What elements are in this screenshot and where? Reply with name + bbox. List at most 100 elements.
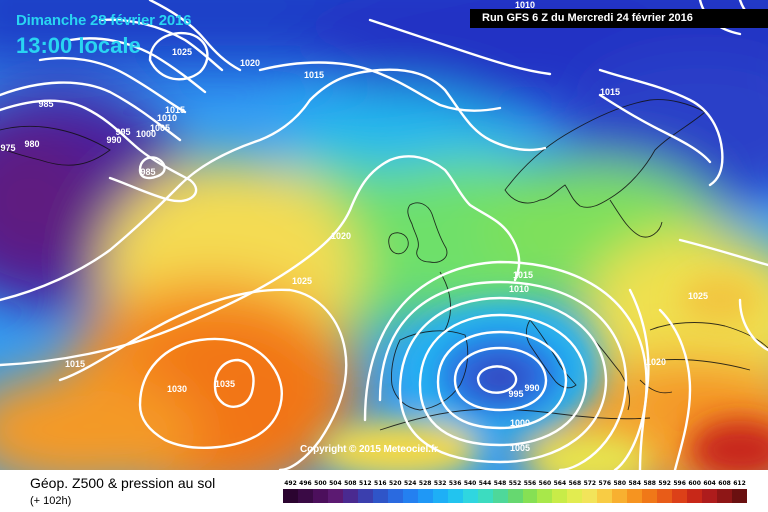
scale-label: 608 bbox=[718, 480, 731, 487]
scale-label: 596 bbox=[673, 480, 686, 487]
scale-swatch bbox=[612, 489, 628, 503]
scale-swatch bbox=[507, 489, 523, 503]
scale-label: 568 bbox=[568, 480, 582, 487]
scale-label: 576 bbox=[598, 480, 612, 487]
pressure-label: 1010 bbox=[509, 284, 529, 294]
pressure-label: 1015 bbox=[304, 70, 324, 80]
scale-label: 516 bbox=[374, 480, 387, 487]
color-scale-bar bbox=[283, 489, 748, 503]
scale-label: 512 bbox=[359, 480, 372, 487]
pressure-label: 1025 bbox=[292, 276, 312, 286]
scale-label: 564 bbox=[553, 480, 567, 487]
forecast-time: 13:00 locale bbox=[16, 33, 141, 58]
legend-subtitle: (+ 102h) bbox=[30, 495, 72, 507]
scale-swatch bbox=[627, 489, 643, 503]
scale-label: 524 bbox=[403, 480, 417, 487]
scale-swatch bbox=[642, 489, 658, 503]
scale-swatch bbox=[582, 489, 598, 503]
pressure-labels: 1025 1020 1015 985 975 980 995 990 1000 … bbox=[0, 0, 708, 453]
copyright-notice: Copyright © 2015 Meteociel.fr bbox=[300, 444, 438, 455]
scale-swatch bbox=[357, 489, 373, 503]
scale-swatch bbox=[312, 489, 328, 503]
pressure-label: 1015 bbox=[65, 359, 85, 369]
pressure-label: 1020 bbox=[240, 58, 260, 68]
scale-swatch bbox=[537, 489, 553, 503]
scale-swatch bbox=[657, 489, 673, 503]
pressure-label: 1035 bbox=[215, 379, 235, 389]
scale-label: 580 bbox=[613, 480, 627, 487]
scale-swatch bbox=[567, 489, 583, 503]
scale-label: 500 bbox=[314, 480, 327, 487]
scale-swatch bbox=[732, 489, 748, 503]
pressure-label: 1025 bbox=[172, 47, 192, 57]
scale-label: 572 bbox=[583, 480, 597, 487]
scale-label: 552 bbox=[508, 480, 522, 487]
scale-label: 508 bbox=[344, 480, 357, 487]
scale-swatch bbox=[702, 489, 718, 503]
pressure-label: 975 bbox=[0, 143, 15, 153]
scale-label: 600 bbox=[688, 480, 701, 487]
pressure-label: 1015 bbox=[600, 87, 620, 97]
scale-label: 540 bbox=[463, 480, 477, 487]
weather-map: 1025 1020 1015 985 975 980 995 990 1000 … bbox=[0, 0, 768, 470]
scale-label: 584 bbox=[628, 480, 641, 487]
scale-swatch bbox=[283, 489, 298, 503]
scale-label: 556 bbox=[523, 480, 537, 487]
scale-swatch bbox=[297, 489, 313, 503]
pressure-label: 1000 bbox=[136, 129, 156, 139]
pressure-label: 1015 bbox=[165, 105, 185, 115]
scale-label: 536 bbox=[448, 480, 462, 487]
scale-swatch bbox=[672, 489, 688, 503]
scale-label: 496 bbox=[299, 480, 312, 487]
pressure-label: 985 bbox=[140, 167, 155, 177]
scale-swatch bbox=[327, 489, 343, 503]
model-run-label: Run GFS 6 Z du Mercredi 24 février 2016 bbox=[470, 9, 768, 28]
forecast-date: Dimanche 28 février 2016 bbox=[16, 12, 192, 29]
scale-swatch bbox=[552, 489, 568, 503]
scale-swatch bbox=[477, 489, 493, 503]
scale-label: 544 bbox=[478, 480, 492, 487]
scale-swatch bbox=[597, 489, 613, 503]
scale-swatch bbox=[717, 489, 733, 503]
scale-swatch bbox=[387, 489, 403, 503]
pressure-label: 980 bbox=[24, 139, 39, 149]
pressure-label: 1005 bbox=[510, 443, 530, 453]
pressure-label: 1015 bbox=[513, 270, 533, 280]
scale-swatch bbox=[402, 489, 418, 503]
scale-label: 528 bbox=[418, 480, 432, 487]
pressure-label: 990 bbox=[524, 383, 539, 393]
scale-swatch bbox=[432, 489, 448, 503]
pressure-label: 1025 bbox=[688, 291, 708, 301]
scale-swatch bbox=[687, 489, 703, 503]
pressure-label: 1020 bbox=[646, 357, 666, 367]
scale-swatch bbox=[447, 489, 463, 503]
pressure-label: 995 bbox=[115, 127, 130, 137]
pressure-label: 1020 bbox=[331, 231, 351, 241]
scale-swatch bbox=[462, 489, 478, 503]
pressure-label: 985 bbox=[38, 99, 53, 109]
color-scale-labels: 492 496 500 504 508 512 516 520 524 528 532 536 540 5… bbox=[283, 480, 747, 488]
scale-label: 588 bbox=[643, 480, 656, 487]
pressure-label: 1010 bbox=[515, 0, 535, 10]
pressure-label: 990 bbox=[106, 135, 121, 145]
pressure-label: 1005 bbox=[150, 123, 170, 133]
scale-swatch bbox=[492, 489, 508, 503]
scale-swatch bbox=[417, 489, 433, 503]
pressure-label: 995 bbox=[508, 389, 523, 399]
scale-label: 592 bbox=[658, 480, 671, 487]
pressure-label: 1000 bbox=[510, 418, 530, 428]
legend-title: Géop. Z500 & pression au sol bbox=[30, 475, 216, 491]
scale-swatch bbox=[372, 489, 388, 503]
scale-label: 612 bbox=[733, 480, 746, 487]
scale-label: 492 bbox=[284, 480, 297, 487]
pressure-label: 1010 bbox=[157, 113, 177, 123]
scale-label: 520 bbox=[388, 480, 402, 487]
scale-swatch bbox=[522, 489, 538, 503]
scale-label: 548 bbox=[493, 480, 507, 487]
scale-label: 504 bbox=[329, 480, 342, 487]
pressure-label: 1030 bbox=[167, 384, 187, 394]
scale-label: 532 bbox=[433, 480, 447, 487]
isobars bbox=[0, 0, 768, 470]
scale-label: 560 bbox=[538, 480, 552, 487]
scale-swatch bbox=[342, 489, 358, 503]
